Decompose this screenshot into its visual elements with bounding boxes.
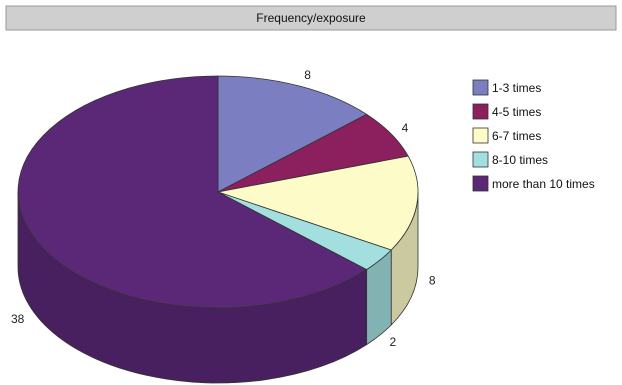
pie-slice-more-than-10-times [17, 75, 368, 309]
data-label-8-10-times: 2 [390, 335, 397, 349]
title-bar [5, 5, 617, 31]
legend-label-4-5-times: 4-5 times [492, 105, 541, 119]
legend-swatch-1-3-times [472, 79, 489, 96]
pie-slices [17, 75, 419, 384]
data-labels: 8 4 8 2 38 [11, 68, 436, 349]
pie-slice-1-3-times [217, 75, 368, 193]
pie-slice-6-7-times [216, 155, 419, 251]
legend-swatch-8-10-times [472, 151, 489, 168]
legend: 1-3 times 4-5 times 6-7 times 8-10 times mor… [472, 79, 595, 192]
legend-swatch-6-7-times [472, 127, 489, 144]
legend-label-1-3-times: 1-3 times [492, 81, 541, 95]
legend-swatch-more-than-10-times [472, 175, 489, 192]
data-label-6-7-times: 8 [429, 273, 436, 287]
chart-title: Frequency/exposure [256, 11, 366, 25]
legend-swatch-4-5-times [472, 103, 489, 120]
legend-label-more-than-10-times: more than 10 times [492, 177, 595, 191]
data-label-1-3-times: 8 [304, 68, 311, 82]
data-label-more-than-10-times: 38 [11, 312, 25, 326]
legend-label-8-10-times: 8-10 times [492, 153, 548, 167]
data-label-4-5-times: 4 [402, 121, 409, 135]
legend-label-6-7-times: 6-7 times [492, 129, 541, 143]
